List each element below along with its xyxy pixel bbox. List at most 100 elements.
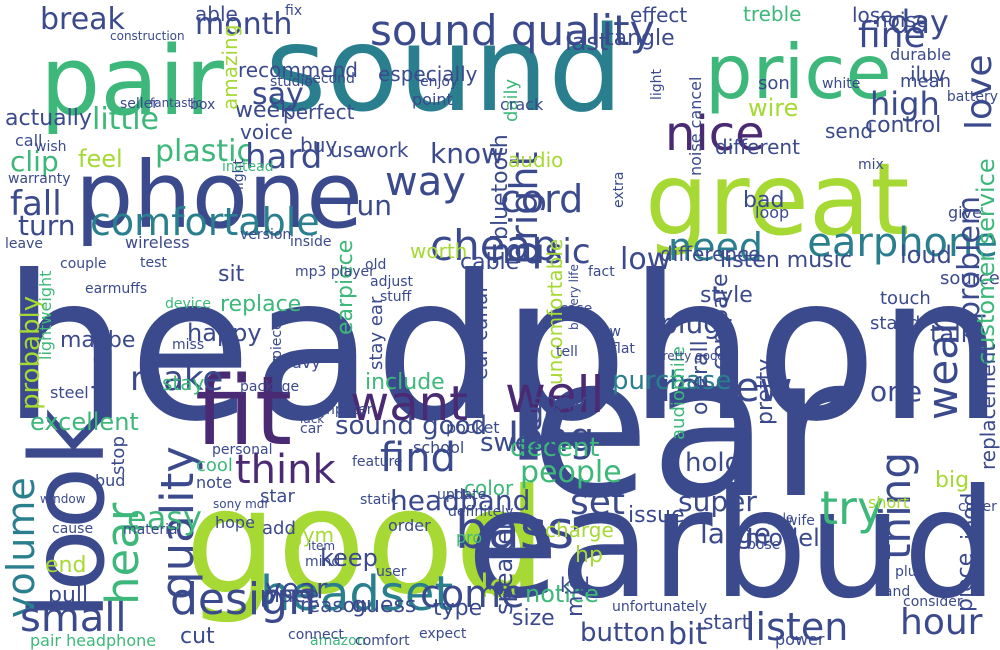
word-142: ear canal [468, 287, 492, 380]
word-197: hook [478, 544, 513, 560]
word-218: user [376, 564, 407, 580]
word-237: mp3 player [295, 264, 375, 280]
word-85: noise [875, 8, 929, 32]
word-120: replacement [976, 343, 1000, 470]
word-81: style [700, 283, 753, 308]
word-100: keep [320, 544, 378, 572]
word-28: music [490, 232, 591, 272]
word-55: go [525, 397, 563, 432]
word-194: add [262, 518, 296, 539]
word-86: source [940, 268, 1000, 289]
word-168: mean [900, 71, 952, 92]
word-19: earphone [807, 220, 998, 266]
word-59: day [890, 3, 949, 41]
word-183: amazon [310, 633, 366, 649]
word-200: fantastic [150, 96, 203, 110]
word-119: customer service [972, 158, 1000, 365]
word-76: sweat [480, 428, 557, 458]
word-244: device [165, 296, 211, 312]
word-226: feature [352, 454, 403, 470]
word-190: personal [212, 442, 273, 458]
word-185: comfort [355, 633, 410, 649]
word-31: try [820, 481, 885, 535]
word-82: plug [660, 307, 722, 340]
word-234: instead [222, 159, 274, 175]
word-87: touch [880, 288, 931, 309]
word-165: enjoy [420, 74, 459, 90]
word-46: make [130, 359, 224, 399]
word-20: review [660, 365, 793, 411]
word-130: size [512, 606, 555, 631]
word-23: nice [665, 106, 765, 162]
word-60: fine [858, 15, 926, 56]
word-26: little [92, 102, 159, 137]
word-215: consider [903, 594, 963, 610]
word-171: son [758, 73, 790, 94]
word-187: cover [958, 499, 997, 515]
word-53: hard [245, 137, 323, 177]
word-214: hand [875, 584, 911, 600]
word-211: bose [747, 537, 781, 553]
word-137: speaker [490, 520, 518, 615]
word-95: voice [240, 120, 293, 144]
word-228: case [560, 301, 593, 317]
word-38: hour [900, 602, 983, 643]
word-92: last [565, 28, 609, 56]
word-204: call [15, 131, 43, 150]
word-247: earmuffs [85, 281, 148, 297]
word-182: material [123, 522, 182, 538]
word-246: leave [5, 236, 43, 252]
word-192: heavy [272, 353, 321, 372]
word-90: model [745, 524, 820, 552]
word-221: computer [305, 402, 373, 418]
word-104: happy [187, 319, 262, 347]
word-99: sound good [335, 411, 488, 441]
word-49: easy [127, 499, 202, 537]
word-174: extra [611, 171, 627, 208]
word-30: long [508, 415, 595, 461]
word-181: window [40, 492, 86, 506]
word-25: break [40, 2, 125, 37]
word-128: type [433, 596, 483, 621]
word-45: way [385, 159, 466, 205]
word-188: short [868, 493, 910, 512]
word-80: loud [900, 241, 952, 269]
word-122: excellent [30, 408, 139, 436]
word-67: feel [78, 145, 123, 173]
word-235: studio [270, 74, 313, 90]
word-43: bit [668, 617, 708, 650]
word-124: maybe [60, 328, 136, 353]
word-222: car [300, 421, 323, 437]
word-170: durable [890, 45, 952, 64]
word-198: package [240, 379, 300, 395]
word-117: able [195, 2, 238, 26]
word-149: earpiece [333, 239, 358, 335]
word-189: cool [196, 455, 233, 476]
word-14: well [505, 366, 605, 424]
word-206: sure [86, 321, 110, 365]
word-225: static [360, 492, 399, 508]
word-114: lose [852, 3, 893, 27]
word-4: earbud [466, 458, 998, 632]
word-11: sound quality [370, 6, 655, 55]
word-47: purchase [612, 366, 732, 396]
word-213: plus [895, 564, 924, 580]
word-172: light [649, 68, 665, 100]
word-63: turn [18, 209, 76, 242]
word-155: star [260, 486, 295, 507]
word-227: fact [588, 264, 615, 280]
word-44: button [580, 618, 666, 648]
word-196: pro [456, 528, 483, 547]
word-71: work [360, 138, 409, 162]
word-116: effect [630, 3, 688, 27]
word-37: listen [745, 605, 849, 649]
word-101: guess [352, 593, 417, 618]
word-212: apple [760, 511, 794, 525]
word-209: definitely [448, 504, 514, 520]
word-17: headset [260, 566, 454, 622]
word-69: buy [300, 133, 338, 157]
word-1: sound [265, 0, 624, 138]
word-13: cheap [430, 221, 558, 270]
word-229: tell [556, 344, 578, 360]
